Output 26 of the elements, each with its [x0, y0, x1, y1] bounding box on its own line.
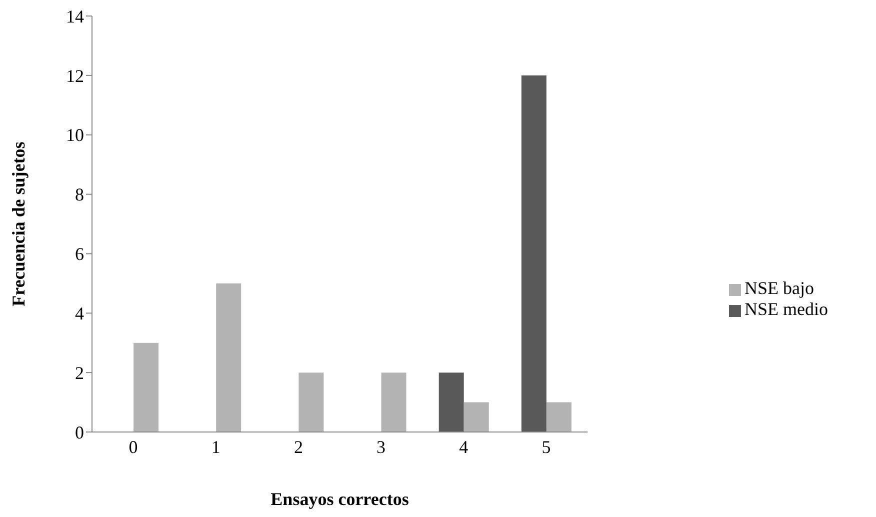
y-tick-label: 8 [75, 184, 84, 205]
y-tick-label: 12 [66, 66, 84, 86]
y-tick-label: 10 [66, 125, 84, 146]
bar [216, 283, 242, 432]
y-tick-label: 14 [66, 6, 84, 26]
legend-label: NSE bajo [744, 278, 814, 298]
bar [521, 75, 546, 432]
x-tick-label: 2 [294, 436, 303, 457]
x-tick-label: 4 [459, 436, 468, 457]
x-tick-label: 3 [376, 436, 386, 457]
x-tick-label: 5 [542, 436, 551, 457]
y-tick-label: 4 [75, 304, 84, 324]
bar [438, 372, 464, 432]
bar [134, 342, 159, 432]
bar [546, 402, 572, 432]
legend-label: NSE medio [744, 299, 828, 319]
x-tick-label: 1 [211, 436, 220, 457]
x-tick-label: 0 [128, 436, 138, 457]
y-axis-title: Frecuencia de sujetos [8, 142, 28, 306]
y-tick-label: 2 [75, 362, 84, 383]
bar [381, 372, 406, 432]
bar [464, 402, 489, 432]
y-tick-label: 0 [75, 422, 84, 442]
bar [298, 372, 324, 432]
x-axis-title: Ensayos correctos [270, 489, 409, 509]
y-tick-label: 6 [75, 244, 84, 264]
